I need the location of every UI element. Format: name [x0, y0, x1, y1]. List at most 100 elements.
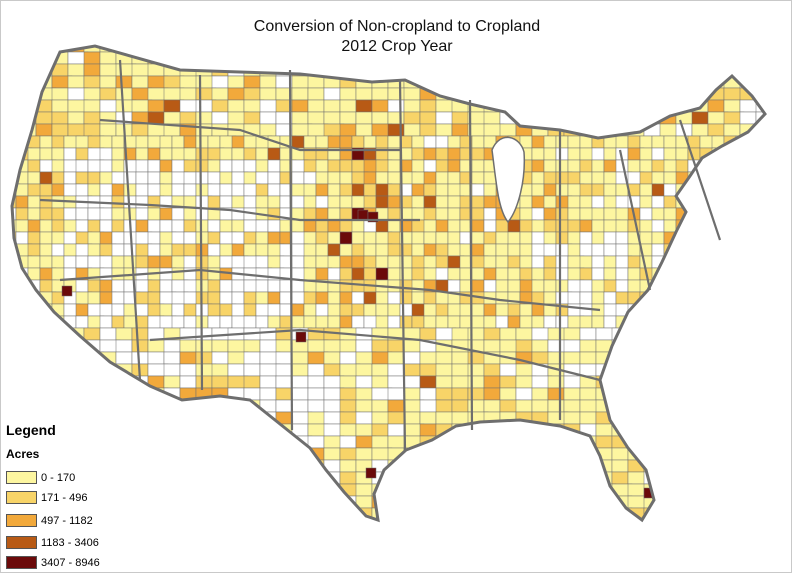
county-cell [207, 183, 221, 197]
county-cell [211, 399, 229, 413]
county-cell [75, 219, 89, 233]
county-cell [707, 483, 725, 497]
county-cell [12, 375, 21, 389]
county-cell [39, 147, 53, 161]
county-cell [591, 315, 605, 329]
county-cell [75, 207, 89, 221]
county-cell [51, 219, 65, 233]
county-cell [171, 183, 185, 197]
county-cell [579, 87, 601, 101]
county-cell [211, 75, 229, 89]
county-cell [531, 315, 545, 329]
county-cell [51, 87, 69, 101]
county-cell [659, 75, 681, 89]
county-cell [707, 387, 725, 401]
county-cell [755, 387, 765, 401]
county-cell [87, 291, 101, 305]
county-cell [711, 171, 725, 185]
county-cell [772, 268, 788, 280]
county-cell [543, 291, 557, 305]
county-cell [355, 63, 373, 77]
county-cell [435, 399, 453, 413]
county-cell [499, 495, 521, 509]
county-cell [663, 183, 677, 197]
county-cell [323, 519, 341, 520]
county-cell [259, 435, 281, 449]
county-cell [147, 291, 161, 305]
county-cell [691, 519, 713, 520]
county-cell [772, 496, 788, 508]
county-cell [131, 75, 149, 89]
county-cell [183, 147, 197, 161]
county-cell [75, 315, 89, 329]
county-cell [67, 111, 85, 125]
county-cell [323, 87, 341, 101]
legend-heading: Legend [6, 422, 56, 438]
county-cell [83, 399, 101, 413]
county-cell [12, 291, 21, 305]
county-cell [15, 291, 29, 305]
county-cell [691, 483, 709, 497]
county-cell [531, 111, 549, 125]
county-cell [163, 471, 181, 485]
county-cell [99, 399, 121, 413]
county-cell [12, 147, 17, 161]
county-cell [99, 123, 117, 137]
county-cell [519, 231, 533, 245]
county-cell [339, 423, 357, 437]
county-cell [711, 195, 725, 209]
county-cell [755, 519, 765, 520]
county-cell [259, 495, 277, 509]
county-cell [591, 291, 605, 305]
legend-item: 497 - 1182 [6, 513, 93, 528]
county-cell [531, 495, 549, 509]
county-cell [651, 303, 665, 317]
county-cell [211, 483, 233, 497]
county-cell [12, 327, 25, 341]
county-cell [515, 459, 533, 473]
county-cell [163, 483, 185, 497]
county-cell [99, 159, 113, 173]
county-cell [435, 351, 453, 365]
county-cell [467, 375, 485, 389]
county-cell [207, 243, 221, 257]
county-cell [772, 184, 784, 196]
county-cell [291, 471, 309, 485]
county-cell [707, 447, 725, 461]
county-cell [243, 111, 261, 125]
county-cell [323, 111, 341, 125]
county-cell [291, 87, 309, 101]
county-cell [435, 207, 449, 221]
county-cell [707, 435, 725, 449]
county-cell [687, 207, 701, 221]
county-cell [259, 123, 277, 137]
county-cell [531, 147, 545, 161]
county-cell [531, 519, 553, 520]
county-cell [363, 231, 377, 245]
county-cell [12, 399, 21, 413]
county-cell [111, 207, 125, 221]
county-cell [515, 99, 533, 113]
county-cell [387, 183, 401, 197]
county-cell [51, 159, 65, 173]
county-cell [591, 207, 605, 221]
county-cell [579, 219, 593, 233]
county-cell [363, 183, 377, 197]
county-cell [419, 459, 437, 473]
county-cell [531, 447, 549, 461]
county-cell [772, 448, 792, 460]
county-cell [227, 495, 245, 509]
county-cell [691, 471, 709, 485]
county-cell [19, 387, 37, 401]
county-cell [259, 87, 277, 101]
county-cell [611, 471, 629, 485]
county-cell [303, 183, 317, 197]
county-cell [131, 387, 149, 401]
county-cell [772, 340, 792, 352]
county-cell [739, 363, 761, 377]
county-cell [27, 207, 41, 221]
county-cell [227, 423, 245, 437]
county-cell [375, 315, 389, 329]
county-cell [315, 303, 329, 317]
county-cell [547, 495, 569, 509]
